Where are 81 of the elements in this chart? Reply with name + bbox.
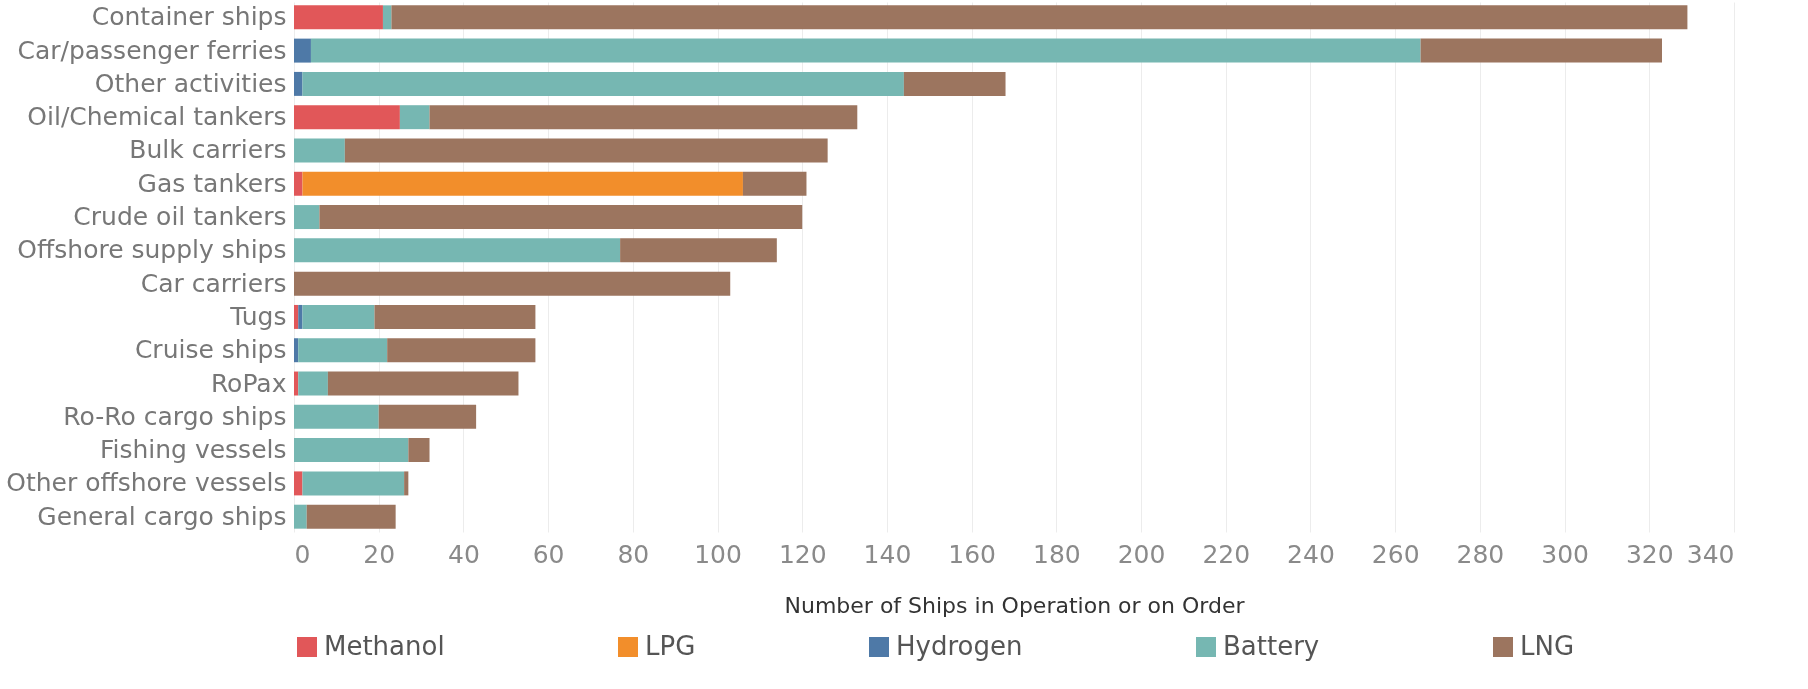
x-tick-label: 260 [1371,539,1420,569]
bar [391,5,1688,30]
bar [408,438,430,463]
y-tick-label: Other offshore vessels [6,468,287,498]
y-tick-label: Tugs [229,301,287,331]
x-tick-label: 320 [1625,539,1674,569]
x-axis-title: Number of Ships in Operation or on Order [784,592,1246,618]
y-tick-label: Cruise ships [134,335,287,365]
bar [1420,38,1662,63]
legend-label: LNG [1520,631,1575,661]
bar [294,171,303,196]
y-tick-label: Car/passenger ferries [17,35,287,65]
y-tick-label: Offshore supply ships [17,235,287,265]
y-tick-label: Crude oil tankers [73,202,287,232]
legend-label: Battery [1223,631,1320,661]
bar [294,5,383,30]
bar [378,404,477,429]
bar [399,105,430,130]
bar [374,304,536,329]
bar [294,471,303,496]
x-tick-label: 140 [863,539,912,569]
bar [302,171,743,196]
x-tick-label: 340 [1686,539,1735,569]
x-tick-label: 80 [617,539,650,569]
bar [404,471,409,496]
y-tick-label: Oil/Chemical tankers [27,102,287,132]
bar [294,71,303,96]
legend-label: LPG [645,631,696,661]
bar [306,504,396,529]
x-tick-label: 240 [1287,539,1335,569]
legend-label: Hydrogen [896,631,1023,661]
legend-label: Methanol [324,631,445,661]
x-tick-label: 60 [532,539,565,569]
bar [903,71,1006,96]
bar [294,438,409,463]
bar [294,271,731,296]
bar [327,371,519,396]
bar [294,105,400,130]
x-tick-label: 0 [294,539,311,569]
x-tick-label: 20 [363,539,396,569]
bar [310,38,1421,63]
bar [294,205,320,230]
y-tick-label: General cargo ships [37,501,287,531]
bar [294,338,299,363]
bar [298,304,303,329]
y-tick-label: RoPax [210,368,287,398]
x-tick-label: 160 [948,539,997,569]
y-tick-label: Other activities [94,68,287,98]
bar [344,138,828,163]
x-tick-label: 40 [448,539,480,569]
y-tick-label: Container ships [91,2,287,32]
bar [302,304,375,329]
bar [294,138,345,163]
bar [294,404,379,429]
y-tick-label: Fishing vessels [99,435,287,465]
bar [302,71,904,96]
y-tick-label: Ro-Ro cargo ships [63,401,287,431]
bar [387,338,536,363]
x-tick-label: 300 [1541,539,1589,569]
y-tick-label: Bulk carriers [129,135,287,165]
bar [302,471,405,496]
bar [742,171,807,196]
bar [429,105,858,130]
bar [294,38,311,63]
bar [319,205,803,230]
bar [620,238,777,263]
x-tick-label: 280 [1456,539,1505,569]
bar [294,304,299,329]
x-tick-label: 220 [1202,539,1251,569]
y-tick-label: Gas tankers [137,168,287,198]
bar [298,338,388,363]
bar [298,371,328,396]
x-tick-label: 100 [694,539,742,569]
x-tick-label: 180 [1032,539,1081,569]
x-tick-label: 200 [1117,539,1166,569]
bar [294,238,621,263]
x-tick-label: 120 [778,539,827,569]
bar [382,5,392,30]
bar [294,371,299,396]
bar [294,504,307,529]
y-tick-label: Car carriers [140,268,287,298]
